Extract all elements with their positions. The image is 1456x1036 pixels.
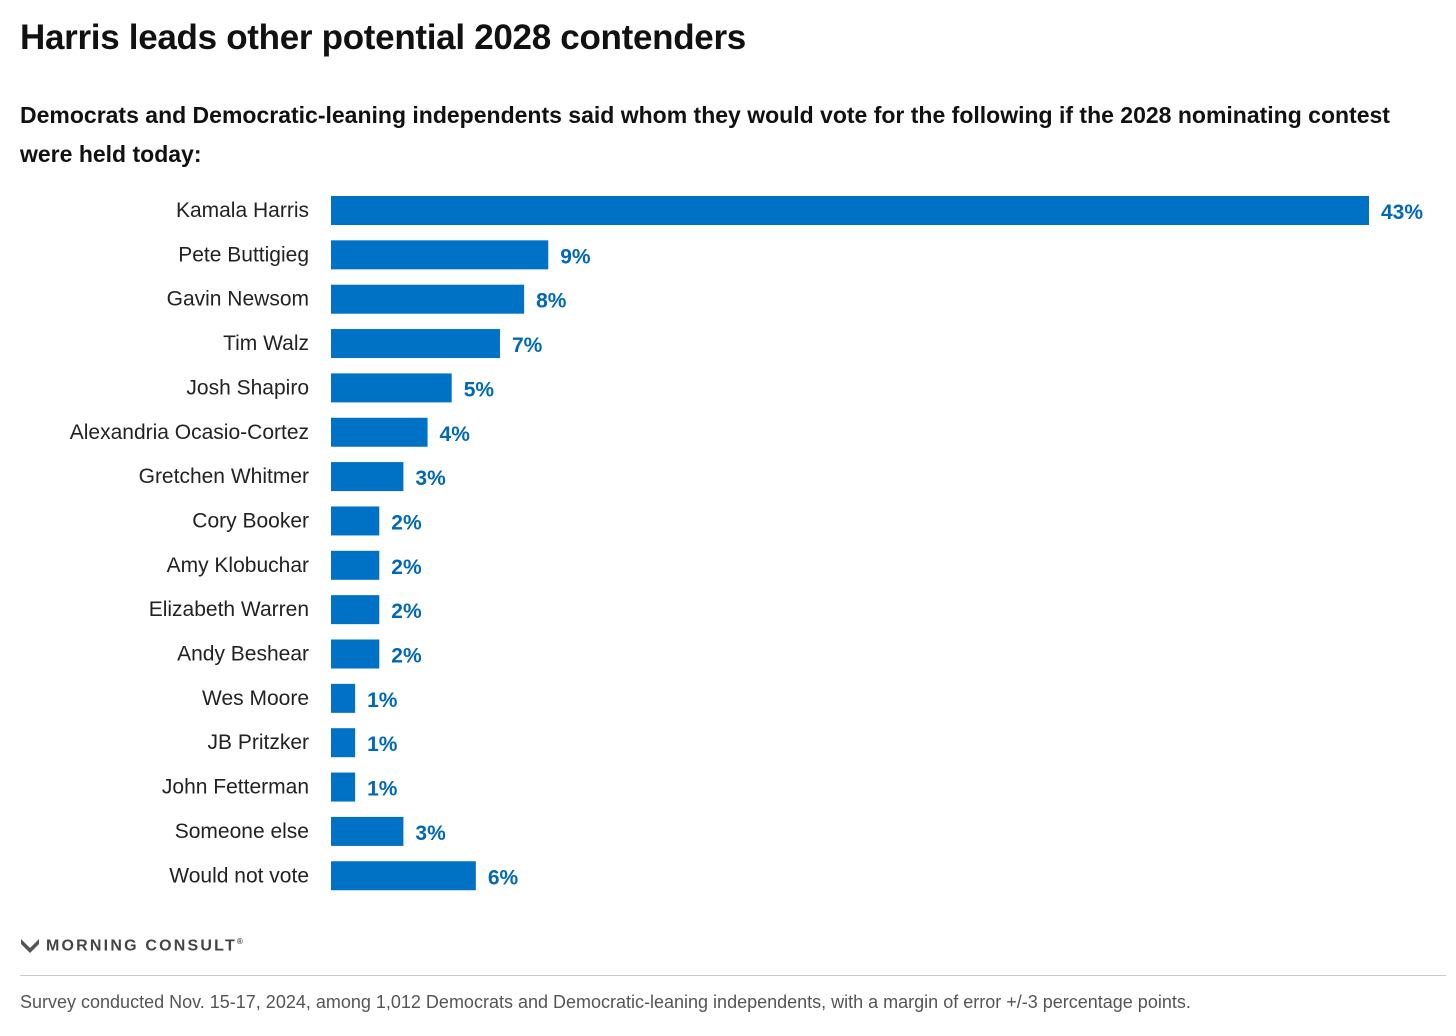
bar — [331, 816, 404, 846]
category-label: Someone else — [175, 820, 309, 843]
morning-consult-logo: MORNING CONSULT® — [20, 934, 243, 958]
value-label: 7% — [512, 334, 543, 357]
category-label: John Fetterman — [162, 776, 309, 799]
footer-divider — [20, 975, 1446, 976]
morning-consult-logo-icon — [21, 939, 39, 953]
category-label: Elizabeth Warren — [149, 598, 309, 621]
value-label: 6% — [488, 866, 519, 889]
bar — [331, 861, 476, 891]
category-label: Pete Buttigieg — [178, 243, 309, 266]
value-label: 43% — [1381, 201, 1423, 224]
bar — [331, 284, 525, 314]
category-label: Wes Moore — [202, 687, 309, 710]
bar — [331, 639, 380, 669]
value-label: 4% — [440, 423, 471, 446]
value-label: 2% — [391, 556, 422, 579]
value-label: 8% — [536, 290, 567, 313]
bar — [331, 240, 549, 270]
value-label: 2% — [391, 600, 422, 623]
bar — [331, 772, 356, 802]
category-label: Amy Klobuchar — [167, 554, 309, 577]
survey-footnote: Survey conducted Nov. 15-17, 2024, among… — [20, 992, 1191, 1012]
category-label: Kamala Harris — [176, 199, 309, 222]
value-label: 5% — [464, 378, 495, 401]
bar — [331, 329, 500, 359]
bar-chart: Kamala Harris 43% Pete Buttigieg 9% Gavin Ne… — [70, 196, 1423, 891]
value-label: 2% — [391, 511, 422, 534]
category-label: Gretchen Whitmer — [139, 465, 309, 488]
category-label: Would not vote — [169, 864, 309, 887]
bar — [331, 506, 380, 536]
value-label: 1% — [367, 778, 398, 801]
bar — [331, 683, 356, 713]
category-label: JB Pritzker — [207, 731, 309, 754]
value-label: 9% — [560, 245, 591, 268]
bar — [331, 417, 428, 447]
value-label: 2% — [391, 645, 422, 668]
bar — [331, 728, 356, 758]
logo-text: MORNING CONSULT® — [46, 936, 243, 955]
category-label: Tim Walz — [223, 332, 309, 355]
category-label: Cory Booker — [192, 509, 309, 532]
bar — [331, 373, 452, 403]
value-label: 3% — [415, 467, 446, 490]
value-label: 3% — [415, 822, 446, 845]
bar — [331, 196, 1369, 225]
value-label: 1% — [367, 733, 398, 756]
chart-subtitle: Democrats and Democratic-leaning indepen… — [20, 102, 1390, 167]
chart-title: Harris leads other potential 2028 conten… — [20, 18, 746, 57]
bar — [331, 595, 380, 625]
category-label: Andy Beshear — [177, 643, 309, 666]
bar — [331, 550, 380, 580]
category-label: Josh Shapiro — [186, 376, 309, 399]
value-label: 1% — [367, 689, 398, 712]
category-label: Gavin Newsom — [167, 288, 309, 311]
category-label: Alexandria Ocasio-Cortez — [70, 421, 309, 444]
bar — [331, 462, 404, 492]
